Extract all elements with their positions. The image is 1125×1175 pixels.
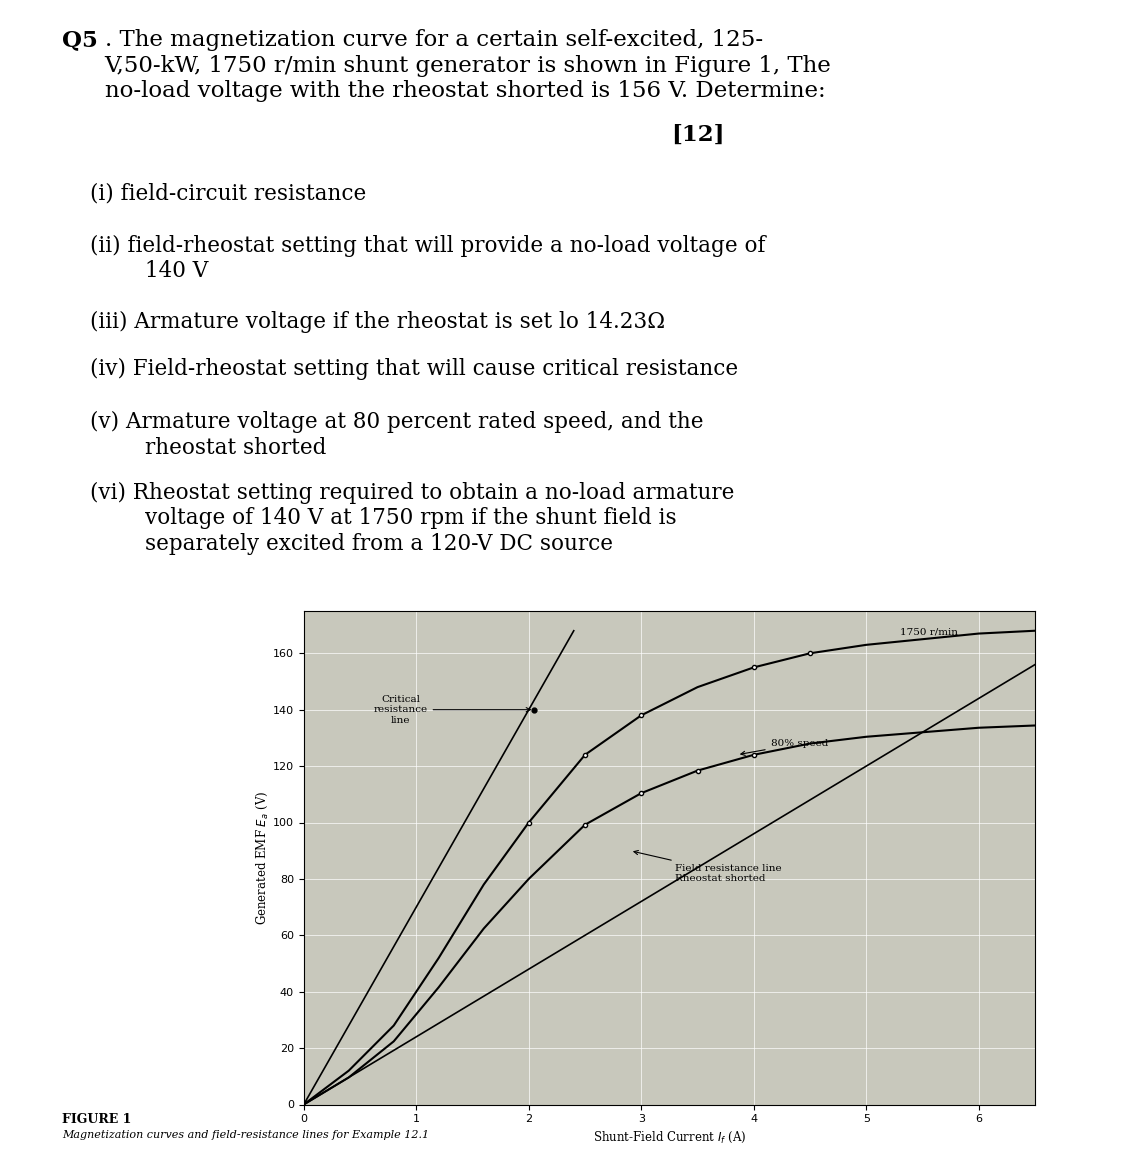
Text: 1750 r/min: 1750 r/min	[900, 627, 958, 637]
Y-axis label: Generated EMF $E_a$ (V): Generated EMF $E_a$ (V)	[255, 791, 270, 925]
Text: (vi) Rheostat setting required to obtain a no-load armature
        voltage of 1: (vi) Rheostat setting required to obtain…	[90, 482, 735, 555]
Text: FIGURE 1: FIGURE 1	[62, 1113, 132, 1126]
Text: (i) field-circuit resistance: (i) field-circuit resistance	[90, 182, 367, 204]
Text: (v) Armature voltage at 80 percent rated speed, and the
        rheostat shorted: (v) Armature voltage at 80 percent rated…	[90, 411, 703, 458]
Text: [12]: [12]	[670, 123, 724, 146]
Text: 80% speed: 80% speed	[741, 739, 828, 756]
Text: . The magnetization curve for a certain self-excited, 125-
V,50-kW, 1750 r/min s: . The magnetization curve for a certain …	[105, 29, 831, 102]
Text: (iv) Field-rheostat setting that will cause critical resistance: (iv) Field-rheostat setting that will ca…	[90, 358, 738, 381]
X-axis label: Shunt-Field Current $I_f$ (A): Shunt-Field Current $I_f$ (A)	[593, 1130, 746, 1144]
Text: Magnetization curves and field-resistance lines for Example 12.1: Magnetization curves and field-resistanc…	[62, 1130, 429, 1141]
Text: (iii) Armature voltage if the rheostat is set lo 14.23Ω: (iii) Armature voltage if the rheostat i…	[90, 311, 665, 334]
Text: (ii) field-rheostat setting that will provide a no-load voltage of
        140 V: (ii) field-rheostat setting that will pr…	[90, 235, 765, 282]
Text: Critical
resistance
line: Critical resistance line	[374, 694, 530, 725]
Text: Field resistance line
Rheostat shorted: Field resistance line Rheostat shorted	[633, 851, 782, 882]
Text: Q5: Q5	[62, 29, 98, 52]
